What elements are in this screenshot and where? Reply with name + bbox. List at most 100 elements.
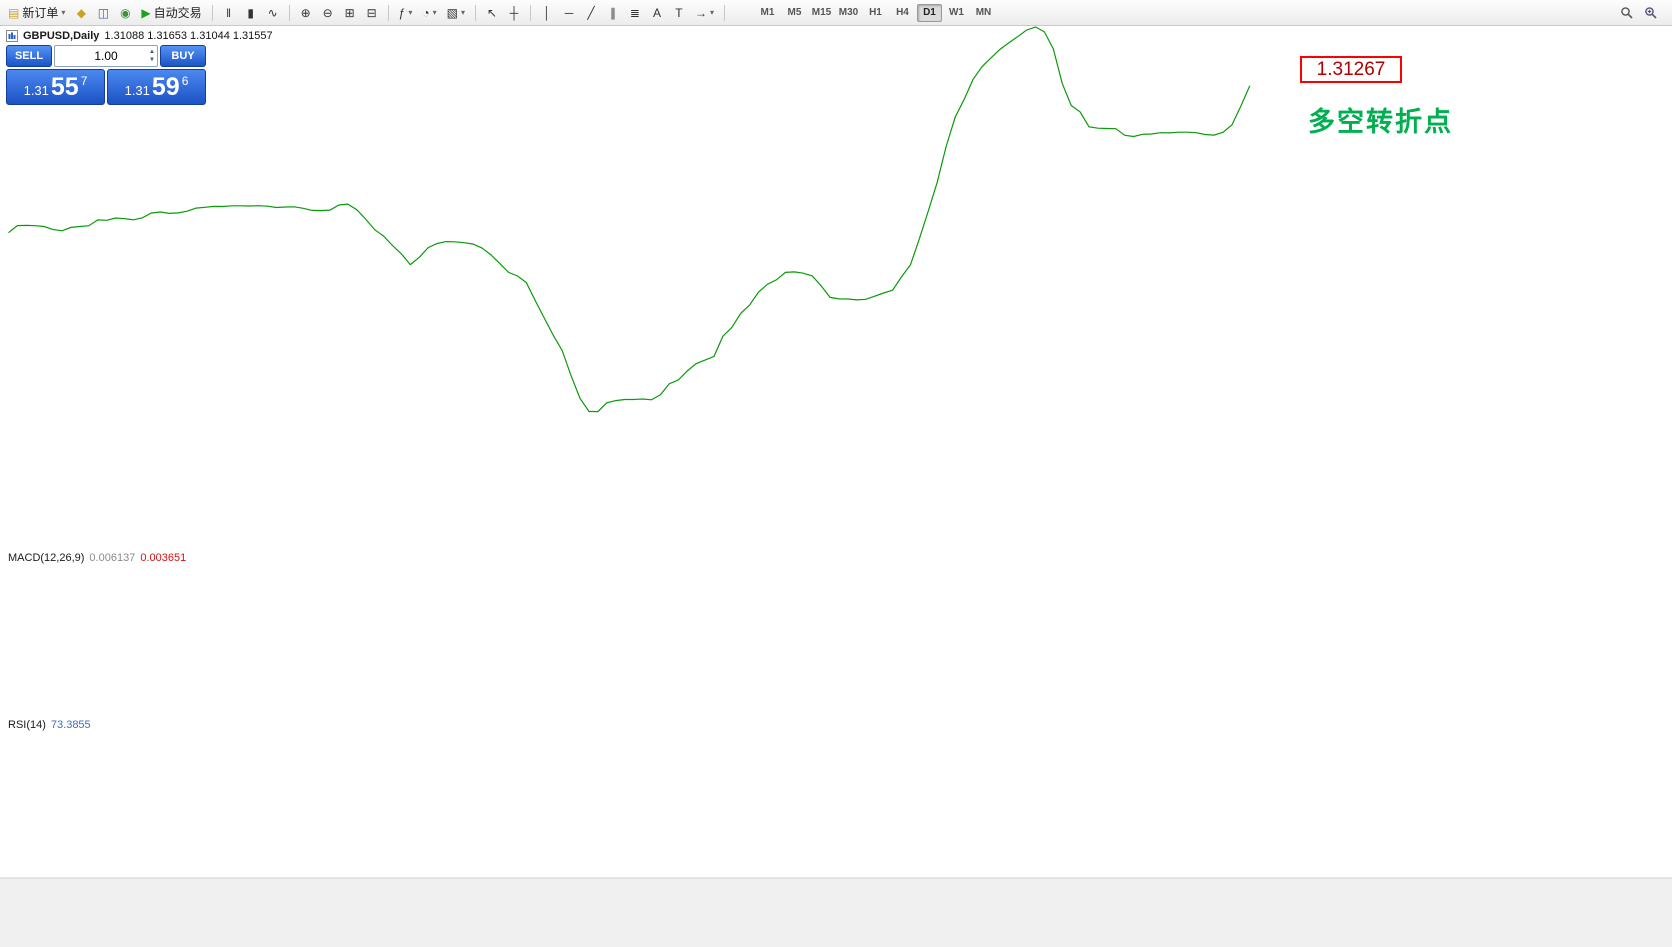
text-label-icon: T xyxy=(675,5,683,20)
buy-button[interactable]: BUY xyxy=(160,45,206,67)
profiles-icon: ◆ xyxy=(76,5,86,20)
autotrading-button-label: 自动交易 xyxy=(153,6,202,20)
crosshair-icon[interactable]: ┼ xyxy=(504,3,524,23)
grid-icon[interactable]: ⊞ xyxy=(340,3,360,23)
arrows-icon: → xyxy=(694,5,707,20)
spinner-up-icon[interactable]: ▲ xyxy=(149,49,155,55)
text-icon[interactable]: A xyxy=(647,3,667,23)
dropdown-arrow-icon: ▾ xyxy=(408,8,413,17)
buy-price-sup: 6 xyxy=(181,74,189,88)
timeframe-m15[interactable]: M15 xyxy=(809,4,834,22)
grid-icon: ⊞ xyxy=(344,5,355,20)
volume-value: 1.00 xyxy=(94,49,118,63)
timeframe-group: M1 M5 M15 M30 H1 H4 D1 W1 MN xyxy=(755,3,996,22)
trendline-icon: ╱ xyxy=(587,5,595,20)
rsi-value: 73.3855 xyxy=(50,719,91,731)
sell-button[interactable]: SELL xyxy=(6,45,52,67)
autotrading-button: ▶ xyxy=(141,5,151,20)
price-chart-svg[interactable] xyxy=(0,26,1672,947)
market-watch-icon: ◫ xyxy=(97,5,110,20)
arrows-icon[interactable]: → ▾ xyxy=(691,3,718,23)
spinner-down-icon[interactable]: ▼ xyxy=(149,57,155,63)
indicators-icon: ƒ xyxy=(398,5,406,20)
templates-icon[interactable]: ▧ ▾ xyxy=(443,3,469,23)
rsi-name: RSI(14) xyxy=(8,719,46,731)
trendline-icon[interactable]: ╱ xyxy=(581,3,601,23)
macd-indicator-label: MACD(12,26,9) 0.006137 0.003651 xyxy=(8,552,186,564)
zoom-out-icon: ⊖ xyxy=(322,5,333,20)
toolbar-main-group: ▤ 新订单 ▾ ◆ ◫ ◉ ▶ 自动交易 ‖ ▮ ∿ ⊕ ⊖ ⊞ ⊟ ƒ ▾ ◔ ▾ ▧ ▾ ↖ ┼ │ ─ ╱ ∥ ≣ A T → ▾ xyxy=(4,3,729,23)
zoom-in-icon: ⊕ xyxy=(300,5,311,20)
timeframe-m5[interactable]: M5 xyxy=(782,4,807,22)
text-label-icon[interactable]: T xyxy=(669,3,689,23)
line-chart-icon[interactable]: ∿ xyxy=(263,3,283,23)
line-chart-icon: ∿ xyxy=(267,5,278,20)
market-watch-icon[interactable]: ◫ xyxy=(93,3,113,23)
cursor-icon: ↖ xyxy=(486,5,497,20)
new-order-button-label: 新订单 xyxy=(22,6,59,20)
timeframe-d1[interactable]: D1 xyxy=(916,3,942,22)
zoom-in-icon[interactable]: ⊕ xyxy=(296,3,316,23)
dropdown-arrow-icon: ▾ xyxy=(460,8,465,17)
new-order-button[interactable]: ▤ 新订单 ▾ xyxy=(4,3,69,23)
sell-price-big: 55 xyxy=(50,73,79,101)
turning-point-annotation[interactable]: 多空转折点 xyxy=(1308,107,1453,137)
sell-price-sup: 7 xyxy=(80,74,88,88)
timeframe-h4[interactable]: H4 xyxy=(890,4,915,22)
macd-name: MACD(12,26,9) xyxy=(8,552,85,564)
buy-price-display[interactable]: 1.31 59 6 xyxy=(107,69,206,105)
sell-price-prefix: 1.31 xyxy=(23,83,49,98)
volume-spinner[interactable]: ▲ ▼ xyxy=(149,46,155,66)
bottom-filler xyxy=(0,878,1672,947)
trade-widget-price-row: 1.31 55 7 1.31 59 6 xyxy=(6,69,206,105)
vertical-line-icon[interactable]: │ xyxy=(537,3,557,23)
timeframe-w1[interactable]: W1 xyxy=(944,4,969,22)
vertical-line-icon: │ xyxy=(543,5,551,20)
ohlc-values: 1.31088 1.31653 1.31044 1.31557 xyxy=(104,30,273,42)
tile-windows-icon[interactable]: ⊟ xyxy=(362,3,382,23)
equidistant-channel-icon: ∥ xyxy=(609,5,616,20)
macd-value-main: 0.006137 xyxy=(89,552,136,564)
chart-title: GBPUSD,Daily 1.31088 1.31653 1.31044 1.3… xyxy=(6,30,273,42)
cursor-icon[interactable]: ↖ xyxy=(482,3,502,23)
autotrading-button[interactable]: ▶ 自动交易 xyxy=(137,3,205,23)
volume-input[interactable]: 1.00 ▲ ▼ xyxy=(54,45,158,67)
periods-icon: ◔ xyxy=(422,5,430,20)
candlestick-chart-icon: ▮ xyxy=(247,5,254,20)
indicators-icon[interactable]: ƒ ▾ xyxy=(395,3,417,23)
buy-price-prefix: 1.31 xyxy=(124,83,150,98)
toolbar: ▤ 新订单 ▾ ◆ ◫ ◉ ▶ 自动交易 ‖ ▮ ∿ ⊕ ⊖ ⊞ ⊟ ƒ ▾ ◔ ▾ ▧ ▾ ↖ ┼ │ ─ ╱ ∥ ≣ A T → ▾ M1… xyxy=(0,0,1672,26)
symbol-period: GBPUSD,Daily xyxy=(23,30,100,42)
new-order-button: ▤ xyxy=(8,5,20,20)
data-window-icon: ◉ xyxy=(120,5,131,20)
search-community-icon[interactable] xyxy=(1640,3,1662,23)
dropdown-arrow-icon: ▾ xyxy=(432,8,437,17)
timeframe-mn[interactable]: MN xyxy=(971,4,996,22)
search-icon[interactable] xyxy=(1616,3,1638,23)
periods-icon[interactable]: ◔ ▾ xyxy=(418,3,440,23)
equidistant-channel-icon[interactable]: ∥ xyxy=(603,3,623,23)
zoom-out-icon[interactable]: ⊖ xyxy=(318,3,338,23)
horizontal-line-icon[interactable]: ─ xyxy=(559,3,579,23)
timeframe-m30[interactable]: M30 xyxy=(836,4,861,22)
timeframe-m1[interactable]: M1 xyxy=(755,4,780,22)
data-window-icon[interactable]: ◉ xyxy=(115,3,135,23)
chart-background xyxy=(0,26,1672,947)
chart-area[interactable] xyxy=(0,26,1672,947)
fibonacci-icon: ≣ xyxy=(629,5,640,20)
timeframe-h1[interactable]: H1 xyxy=(863,4,888,22)
fibonacci-icon[interactable]: ≣ xyxy=(625,3,645,23)
trade-widget-top-row: SELL 1.00 ▲ ▼ BUY xyxy=(6,45,206,67)
magnifier-glyph xyxy=(1621,6,1633,19)
macd-value-signal: 0.003651 xyxy=(140,552,187,564)
bar-chart-icon[interactable]: ‖ xyxy=(219,3,239,23)
text-icon: A xyxy=(652,5,661,20)
bar-chart-icon: ‖ xyxy=(226,5,232,20)
toolbar-separator xyxy=(288,4,290,21)
candlestick-chart-icon[interactable]: ▮ xyxy=(241,3,261,23)
price-annotation-box[interactable]: 1.31267 xyxy=(1300,56,1402,83)
sell-price-display[interactable]: 1.31 55 7 xyxy=(6,69,105,105)
horizontal-line-icon: ─ xyxy=(564,5,574,20)
profiles-icon[interactable]: ◆ xyxy=(71,3,91,23)
crosshair-icon: ┼ xyxy=(509,5,519,20)
